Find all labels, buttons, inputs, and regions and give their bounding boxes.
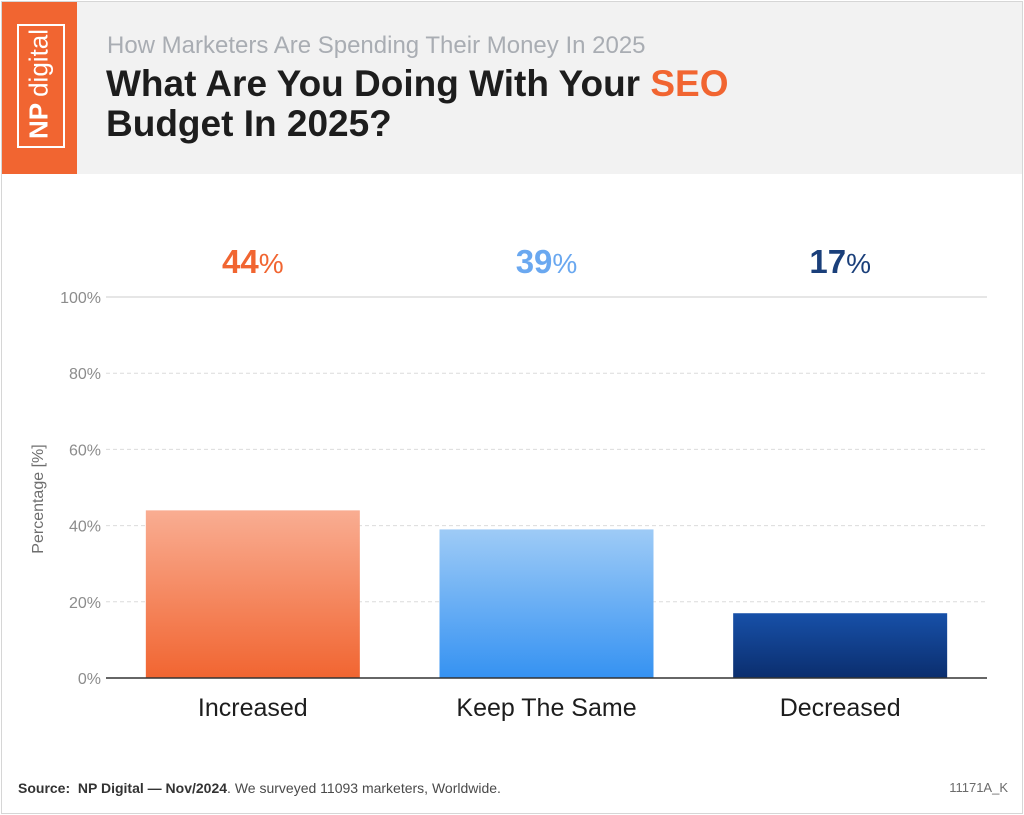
- data-label: 39%: [516, 243, 578, 280]
- x-tick-label: Increased: [198, 694, 308, 722]
- y-tick-label: 40%: [69, 519, 101, 536]
- chart-code: 11171A_K: [949, 780, 1008, 795]
- y-tick-label: 100%: [60, 290, 101, 307]
- title-accent: SEO: [650, 63, 729, 104]
- data-label-unit: %: [846, 248, 871, 279]
- y-tick-label: 80%: [69, 366, 101, 383]
- data-label: 17%: [809, 243, 871, 280]
- x-tick-label: Decreased: [780, 694, 901, 722]
- bar: [439, 529, 654, 678]
- title-text: What Are You Doing With Your: [106, 63, 651, 104]
- source-text: . We surveyed 11093 marketers, Worldwide…: [227, 780, 501, 796]
- np-digital-logo: NPdigital: [2, 2, 77, 174]
- bar: [145, 510, 360, 678]
- x-tick-label: Keep The Same: [456, 694, 636, 722]
- y-tick-label: 0%: [78, 671, 101, 688]
- data-label-value: 44: [222, 243, 259, 280]
- source-name: NP Digital — Nov/2024: [77, 780, 228, 796]
- source-footer: Source: NP Digital — Nov/2024. We survey…: [18, 780, 501, 796]
- chart-subtitle: How Marketers Are Spending Their Money I…: [107, 32, 646, 59]
- logo-border: [17, 24, 65, 148]
- y-tick-label: 60%: [69, 442, 101, 459]
- data-label-value: 17: [809, 243, 846, 280]
- bar: [733, 613, 948, 678]
- title-line-2: Budget In 2025?: [106, 103, 392, 144]
- source-label: Source:: [18, 780, 71, 796]
- y-tick-label: 20%: [69, 595, 101, 612]
- data-label: 44%: [222, 243, 284, 280]
- header: NPdigital How Marketers Are Spending The…: [2, 2, 1022, 174]
- chart-title: What Are You Doing With Your SEO Budget …: [106, 64, 729, 144]
- data-label-value: 39: [516, 243, 553, 280]
- y-axis-label: Percentage [%]: [30, 444, 47, 553]
- data-label-unit: %: [552, 248, 577, 279]
- data-label-unit: %: [259, 248, 284, 279]
